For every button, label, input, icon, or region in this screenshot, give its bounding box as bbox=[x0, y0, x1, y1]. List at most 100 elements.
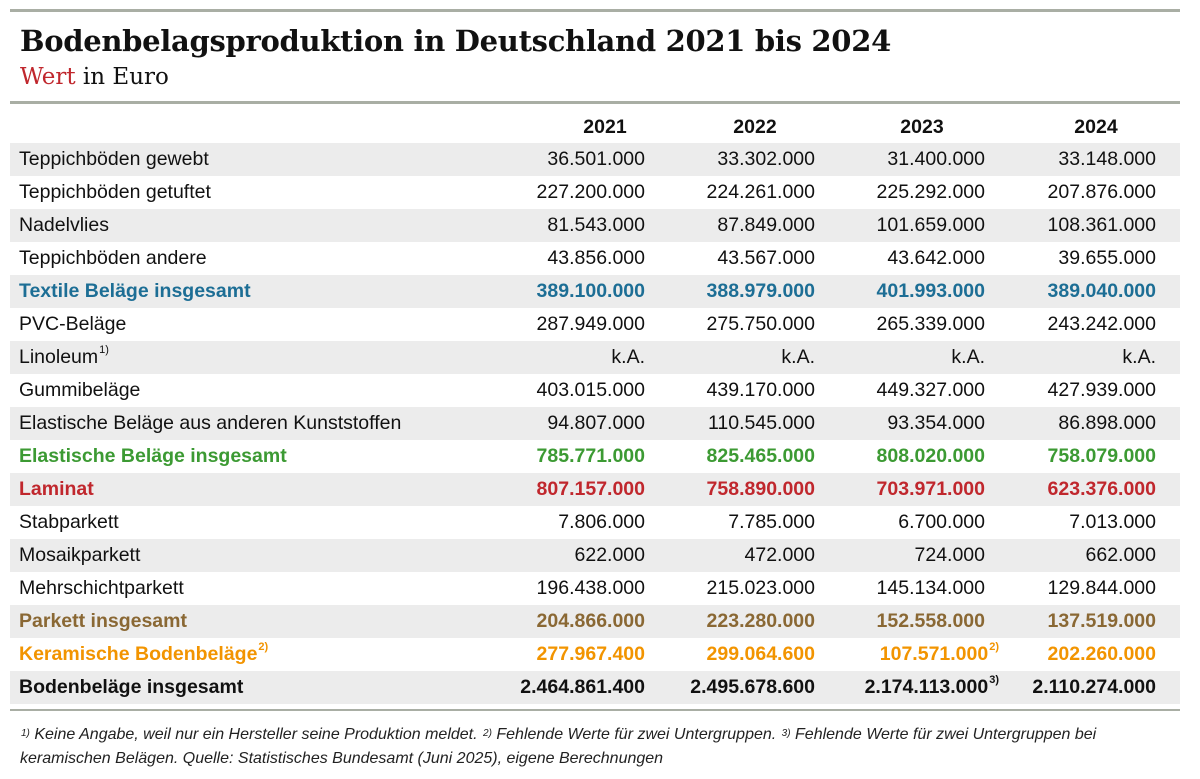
row-label-text: Textile Beläge insgesamt bbox=[19, 280, 251, 302]
value-text: 439.170.000 bbox=[706, 379, 815, 401]
value-cell-2023: 808.020.000 bbox=[840, 440, 1010, 473]
header-row: 2021 2022 2023 2024 bbox=[10, 111, 1180, 143]
row-label-text: Gummibeläge bbox=[19, 379, 141, 401]
value-cell-2022: k.A. bbox=[670, 341, 840, 374]
value-text: 427.939.000 bbox=[1047, 379, 1156, 401]
value-cell-2023: 31.400.000 bbox=[840, 143, 1010, 176]
value-text: 7.785.000 bbox=[728, 511, 815, 533]
value-cell-2021: 43.856.000 bbox=[460, 242, 670, 275]
header-label-cell bbox=[10, 111, 460, 143]
value-cell-2022: 33.302.000 bbox=[670, 143, 840, 176]
value-cell-2021: k.A. bbox=[460, 341, 670, 374]
table-row: Gummibeläge 403.015.000 439.170.000 449.327… bbox=[10, 374, 1180, 407]
value-text: 202.260.000 bbox=[1047, 643, 1156, 665]
value-text: 36.501.000 bbox=[547, 148, 645, 170]
subtitle-accent: Wert bbox=[20, 64, 76, 90]
footnote-text-1: Keine Angabe, weil nur ein Hersteller se… bbox=[29, 726, 483, 743]
row-label: Keramische Bodenbeläge2) bbox=[10, 638, 460, 671]
value-text: 207.876.000 bbox=[1047, 181, 1156, 203]
value-cell-2022: 388.979.000 bbox=[670, 275, 840, 308]
row-label-text: Teppichböden andere bbox=[19, 247, 207, 269]
value-cell-2023: 703.971.000 bbox=[840, 473, 1010, 506]
row-label-text: Elastische Beläge aus anderen Kunststoff… bbox=[19, 412, 402, 434]
value-text: 389.100.000 bbox=[536, 280, 645, 302]
value-text: 215.023.000 bbox=[706, 577, 815, 599]
row-label: Gummibeläge bbox=[10, 374, 460, 407]
value-text: 401.993.000 bbox=[876, 280, 985, 302]
table-row: Keramische Bodenbeläge2) 277.967.400 299.0… bbox=[10, 638, 1180, 671]
value-text: 2.464.861.400 bbox=[520, 676, 645, 698]
value-text: k.A. bbox=[781, 346, 815, 368]
value-cell-2024: 427.939.000 bbox=[1010, 374, 1180, 407]
top-rule bbox=[10, 9, 1180, 12]
value-text: 33.302.000 bbox=[717, 148, 815, 170]
value-cell-2024: 129.844.000 bbox=[1010, 572, 1180, 605]
value-cell-2023: 225.292.000 bbox=[840, 176, 1010, 209]
value-text: 807.157.000 bbox=[536, 478, 645, 500]
value-cell-2021: 403.015.000 bbox=[460, 374, 670, 407]
row-label-text: Bodenbeläge insgesamt bbox=[19, 676, 244, 698]
value-cell-2023: 145.134.000 bbox=[840, 572, 1010, 605]
value-cell-2023: 152.558.000 bbox=[840, 605, 1010, 638]
value-cell-2022: 223.280.000 bbox=[670, 605, 840, 638]
value-cell-2023: 265.339.000 bbox=[840, 308, 1010, 341]
value-text: 2.174.113.000 bbox=[864, 676, 989, 698]
production-table: 2021 2022 2023 2024 Teppichböden gewebt 3… bbox=[10, 111, 1180, 704]
row-label-text: PVC-Beläge bbox=[19, 313, 127, 335]
value-text: 808.020.000 bbox=[876, 445, 985, 467]
row-label: Parkett insgesamt bbox=[10, 605, 460, 638]
value-text: k.A. bbox=[951, 346, 985, 368]
value-cell-2023: 401.993.000 bbox=[840, 275, 1010, 308]
value-text: 137.519.000 bbox=[1047, 610, 1156, 632]
table-row: Stabparkett 7.806.000 7.785.000 6.700.000 7.… bbox=[10, 506, 1180, 539]
value-cell-2023: k.A. bbox=[840, 341, 1010, 374]
row-label-text: Mosaikparkett bbox=[19, 544, 141, 566]
value-text: 43.856.000 bbox=[547, 247, 645, 269]
value-cell-2023: 101.659.000 bbox=[840, 209, 1010, 242]
footnote-text-3: Fehlende Werte für zwei Untergruppen bei… bbox=[20, 726, 1097, 767]
value-text: 223.280.000 bbox=[706, 610, 815, 632]
value-cell-2021: 389.100.000 bbox=[460, 275, 670, 308]
value-cell-2022: 758.890.000 bbox=[670, 473, 840, 506]
row-label: Teppichböden gewebt bbox=[10, 143, 460, 176]
value-cell-2022: 299.064.600 bbox=[670, 638, 840, 671]
value-text: 43.642.000 bbox=[887, 247, 985, 269]
value-cell-2024: 202.260.000 bbox=[1010, 638, 1180, 671]
row-label: Nadelvlies bbox=[10, 209, 460, 242]
value-cell-2024: 2.110.274.000 bbox=[1010, 671, 1180, 704]
table-row: Teppichböden andere 43.856.000 43.567.000 4… bbox=[10, 242, 1180, 275]
value-text: 107.571.000 bbox=[879, 643, 989, 665]
table-row: Mehrschichtparkett 196.438.000 215.023.000… bbox=[10, 572, 1180, 605]
value-text: 623.376.000 bbox=[1047, 478, 1156, 500]
value-cell-2024: 662.000 bbox=[1010, 539, 1180, 572]
value-text: 449.327.000 bbox=[876, 379, 985, 401]
row-label: Mehrschichtparkett bbox=[10, 572, 460, 605]
value-text: 825.465.000 bbox=[706, 445, 815, 467]
row-label-text: Nadelvlies bbox=[19, 214, 109, 236]
value-text: 108.361.000 bbox=[1047, 214, 1156, 236]
footnote-text-2: Fehlende Werte für zwei Untergruppen. bbox=[491, 726, 781, 743]
value-text: 724.000 bbox=[914, 544, 986, 566]
value-cell-2022: 224.261.000 bbox=[670, 176, 840, 209]
value-cell-2022: 110.545.000 bbox=[670, 407, 840, 440]
value-cell-2021: 785.771.000 bbox=[460, 440, 670, 473]
value-cell-2022: 43.567.000 bbox=[670, 242, 840, 275]
row-label-text: Parkett insgesamt bbox=[19, 610, 187, 632]
value-text: 299.064.600 bbox=[706, 643, 815, 665]
value-text: 785.771.000 bbox=[536, 445, 645, 467]
value-text: 33.148.000 bbox=[1058, 148, 1156, 170]
value-text: 389.040.000 bbox=[1047, 280, 1156, 302]
value-text: 265.339.000 bbox=[876, 313, 985, 335]
value-cell-2024: 207.876.000 bbox=[1010, 176, 1180, 209]
footnote-mark-1: 1) bbox=[21, 728, 30, 739]
table-row: Elastische Beläge insgesamt 785.771.000 82… bbox=[10, 440, 1180, 473]
table-row: Bodenbeläge insgesamt 2.464.861.400 2.495.… bbox=[10, 671, 1180, 704]
table-row: Linoleum1) k.A. k.A. k.A. k.A. bbox=[10, 341, 1180, 374]
value-cell-2024: 243.242.000 bbox=[1010, 308, 1180, 341]
value-cell-2021: 622.000 bbox=[460, 539, 670, 572]
value-text: 43.567.000 bbox=[717, 247, 815, 269]
value-text: 39.655.000 bbox=[1058, 247, 1156, 269]
row-label-text: Teppichböden gewebt bbox=[19, 148, 209, 170]
row-label: Teppichböden getuftet bbox=[10, 176, 460, 209]
row-label: Textile Beläge insgesamt bbox=[10, 275, 460, 308]
